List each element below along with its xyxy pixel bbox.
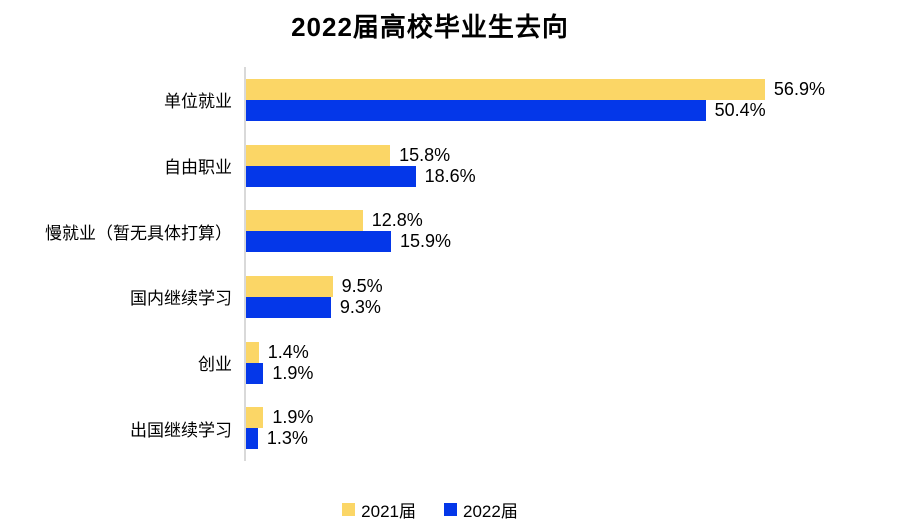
row-bars: 1.9% 1.3%: [244, 395, 904, 462]
chart-row: 自由职业 15.8% 18.6%: [0, 132, 904, 199]
bar-2022: [246, 165, 416, 187]
category-label: 慢就业（暂无具体打算）: [45, 223, 232, 243]
plot-rows: 单位就业 56.9% 50.4% 自由职业 15.8% 18.6%: [0, 67, 904, 462]
legend-item-2021: 2021届: [342, 497, 416, 522]
category-label: 单位就业: [164, 92, 232, 112]
value-label-2021: 9.5%: [341, 275, 383, 296]
bar-line-2021: 1.9%: [246, 407, 904, 429]
value-label-2021: 12.8%: [371, 210, 423, 231]
value-label-2022: 1.9%: [272, 362, 314, 383]
bar-2022: [246, 296, 331, 318]
value-label-2021: 1.4%: [267, 341, 309, 362]
category-label: 出国继续学习: [130, 420, 232, 440]
value-label-2021: 15.8%: [399, 144, 451, 165]
bar-line-2021: 12.8%: [246, 210, 904, 232]
value-label-2022: 9.3%: [339, 296, 381, 317]
chart-row: 创业 1.4% 1.9%: [0, 329, 904, 396]
row-bars: 1.4% 1.9%: [244, 329, 904, 396]
bar-line-2022: 1.9%: [246, 362, 904, 384]
row-bars: 9.5% 9.3%: [244, 264, 904, 330]
bar-line-2021: 56.9%: [246, 78, 904, 100]
legend-swatch-2022-icon: [444, 503, 457, 517]
value-label-2021: 1.9%: [272, 407, 314, 428]
bar-line-2021: 15.8%: [246, 144, 904, 166]
bar-2021: [246, 407, 264, 429]
bar-2022: [246, 99, 706, 121]
plot-area: 单位就业 56.9% 50.4% 自由职业 15.8% 18.6%: [0, 67, 904, 462]
value-label-2022: 15.9%: [400, 231, 452, 252]
value-label-2022: 50.4%: [714, 99, 766, 120]
bar-2021: [246, 78, 765, 100]
row-bars: 15.8% 18.6%: [244, 132, 904, 199]
bar-2022: [246, 362, 264, 384]
value-label-2021: 56.9%: [773, 78, 825, 99]
chart-row: 慢就业（暂无具体打算） 12.8% 15.9%: [0, 198, 904, 265]
value-label-2022: 18.6%: [424, 165, 476, 186]
bar-line-2022: 18.6%: [246, 165, 904, 187]
bar-line-2022: 1.3%: [246, 428, 904, 450]
category-label: 国内继续学习: [130, 289, 232, 309]
legend-label-2021: 2021届: [361, 502, 416, 522]
chart-row: 国内继续学习 9.5% 9.3%: [0, 264, 904, 330]
row-bars: 56.9% 50.4%: [244, 67, 904, 133]
chart-title: 2022届高校毕业生去向: [291, 12, 569, 42]
bar-line-2021: 1.4%: [246, 341, 904, 363]
bar-line-2022: 15.9%: [246, 231, 904, 253]
bar-line-2021: 9.5%: [246, 275, 904, 297]
bar-line-2022: 9.3%: [246, 296, 904, 318]
legend: 2021届 2022届: [0, 497, 860, 522]
legend-swatch-2021-icon: [342, 503, 356, 517]
bar-2021: [246, 341, 259, 363]
bar-2022: [246, 231, 391, 253]
category-label: 创业: [198, 355, 232, 375]
bar-2021: [246, 144, 391, 166]
value-label-2022: 1.3%: [266, 428, 308, 449]
bar-2021: [246, 210, 363, 232]
chart-row: 单位就业 56.9% 50.4%: [0, 67, 904, 133]
legend-item-2022: 2022届: [444, 497, 518, 522]
category-label: 自由职业: [164, 158, 232, 178]
legend-label-2022: 2022届: [463, 502, 518, 522]
chart-row: 出国继续学习 1.9% 1.3%: [0, 395, 904, 462]
row-bars: 12.8% 15.9%: [244, 198, 904, 265]
bar-line-2022: 50.4%: [246, 99, 904, 121]
bar-2022: [246, 428, 258, 450]
bar-2021: [246, 275, 333, 297]
